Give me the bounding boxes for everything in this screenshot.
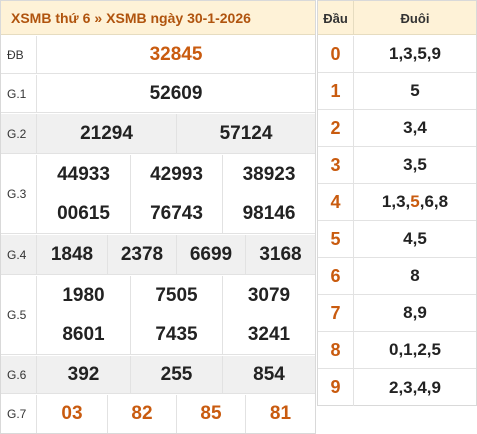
loto-tail-column-title: Đuôi xyxy=(400,10,430,26)
prize-number: 392 xyxy=(67,363,100,385)
loto-head-digit: 9 xyxy=(318,369,354,406)
breadcrumb-day-link[interactable]: XSMB thứ 6 xyxy=(11,9,91,26)
prize-number: 6699 xyxy=(176,235,245,274)
prize-label: G.5 xyxy=(1,276,37,354)
loto-tail-digits: 5 xyxy=(410,81,420,100)
loto-tail-digits: 1,3, 5,6,8 xyxy=(354,184,476,220)
loto-row: 1 5 xyxy=(318,73,476,110)
prize-row-g6: G.6 392 255 854 xyxy=(1,356,315,394)
loto-tail-part: ,6,8 xyxy=(419,192,449,211)
loto-tail-part: 1,3, xyxy=(381,192,411,211)
loto-row: 3 3,5 xyxy=(318,147,476,184)
loto-head-column-title: Đầu xyxy=(318,1,354,35)
loto-row: 6 8 xyxy=(318,258,476,295)
prize-label: G.4 xyxy=(1,235,37,274)
prize-number: 3241 xyxy=(222,315,315,354)
prize-label: G.1 xyxy=(1,75,37,112)
prize-number: 57124 xyxy=(176,114,315,153)
prize-number: 1980 xyxy=(62,284,105,306)
loto-row: 8 0,1,2,5 xyxy=(318,332,476,369)
prize-number: 81 xyxy=(245,395,315,433)
prize-label: G.7 xyxy=(1,395,37,433)
prize-number: 00615 xyxy=(57,202,110,224)
loto-tail-digits: 3,4 xyxy=(403,118,427,137)
prize-number: 3168 xyxy=(245,235,315,274)
prize-row-g2: G.2 21294 57124 xyxy=(1,114,315,154)
loto-tail-digits: 1,3,5,9 xyxy=(389,44,441,63)
prize-number: 3079 xyxy=(222,276,315,315)
prize-number: 76743 xyxy=(130,194,222,233)
prize-number: 7435 xyxy=(130,315,222,354)
prize-number: 52609 xyxy=(149,82,203,104)
prize-label: G.6 xyxy=(1,356,37,393)
loto-head-digit: 8 xyxy=(318,332,354,368)
prize-number: 7505 xyxy=(130,276,222,315)
prize-row-g4: G.4 1848 2378 6699 3168 xyxy=(1,235,315,275)
loto-head-digit: 6 xyxy=(318,258,354,294)
prize-number: 42993 xyxy=(130,155,222,194)
prize-label: G.3 xyxy=(1,155,37,233)
loto-head-digit: 3 xyxy=(318,147,354,183)
loto-tail-digits: 2,3,4,9 xyxy=(389,377,441,397)
loto-row: 4 1,3, 5,6,8 xyxy=(318,184,476,221)
prize-number: 8601 xyxy=(62,323,105,345)
prize-label: G.2 xyxy=(1,114,37,153)
loto-tail-digits: 4,5 xyxy=(403,229,427,248)
results-table: XSMB thứ 6 » XSMB ngày 30-1-2026 ĐB 3284… xyxy=(0,0,316,434)
loto-tail-digits: 8 xyxy=(410,266,420,285)
loto-head-digit: 7 xyxy=(318,295,354,331)
prize-number: 98146 xyxy=(222,194,315,233)
loto-header: Đầu Đuôi xyxy=(318,1,476,35)
loto-row: 0 1,3,5,9 xyxy=(318,36,476,73)
loto-head-digit: 5 xyxy=(318,221,354,257)
loto-tail-digits: 8,9 xyxy=(403,303,427,322)
loto-head-digit: 2 xyxy=(318,110,354,146)
prize-number: 255 xyxy=(130,356,222,393)
special-prize-number: 32845 xyxy=(149,43,203,65)
prize-number: 21294 xyxy=(80,122,133,144)
prize-row-db: ĐB 32845 xyxy=(1,36,315,74)
loto-tail-highlight: 5 xyxy=(410,192,420,211)
loto-tail-digits: 3,5 xyxy=(403,155,427,174)
loto-head-digit: 1 xyxy=(318,73,354,109)
loto-head-digit: 0 xyxy=(318,36,354,72)
prize-number: 1848 xyxy=(50,243,94,265)
breadcrumb-separator: » xyxy=(94,9,103,26)
loto-table: Đầu Đuôi 0 1,3,5,9 1 5 2 3,4 3 3,5 4 1,3… xyxy=(317,0,477,406)
loto-row: 2 3,4 xyxy=(318,110,476,147)
prize-row-g1: G.1 52609 xyxy=(1,75,315,113)
prize-row-g5: G.5 1980 7505 3079 8601 7435 3241 xyxy=(1,276,315,355)
loto-head-digit: 4 xyxy=(318,184,354,220)
prize-label: ĐB xyxy=(1,36,37,73)
loto-row: 7 8,9 xyxy=(318,295,476,332)
loto-tail-digits: 0,1,2,5 xyxy=(389,340,441,359)
loto-row: 5 4,5 xyxy=(318,221,476,258)
prize-number: 2378 xyxy=(107,235,176,274)
prize-number: 03 xyxy=(61,403,83,424)
prize-number: 38923 xyxy=(222,155,315,194)
breadcrumb-date-link[interactable]: XSMB ngày 30-1-2026 xyxy=(106,9,251,26)
prize-number: 82 xyxy=(107,395,176,433)
prize-number: 44933 xyxy=(57,163,110,185)
prize-row-g3: G.3 44933 42993 38923 00615 76743 98146 xyxy=(1,155,315,234)
prize-number: 854 xyxy=(222,356,315,393)
results-header: XSMB thứ 6 » XSMB ngày 30-1-2026 xyxy=(1,1,315,35)
prize-number: 85 xyxy=(176,395,245,433)
prize-row-g7: G.7 03 82 85 81 xyxy=(1,395,315,433)
loto-row: 9 2,3,4,9 xyxy=(318,369,476,406)
